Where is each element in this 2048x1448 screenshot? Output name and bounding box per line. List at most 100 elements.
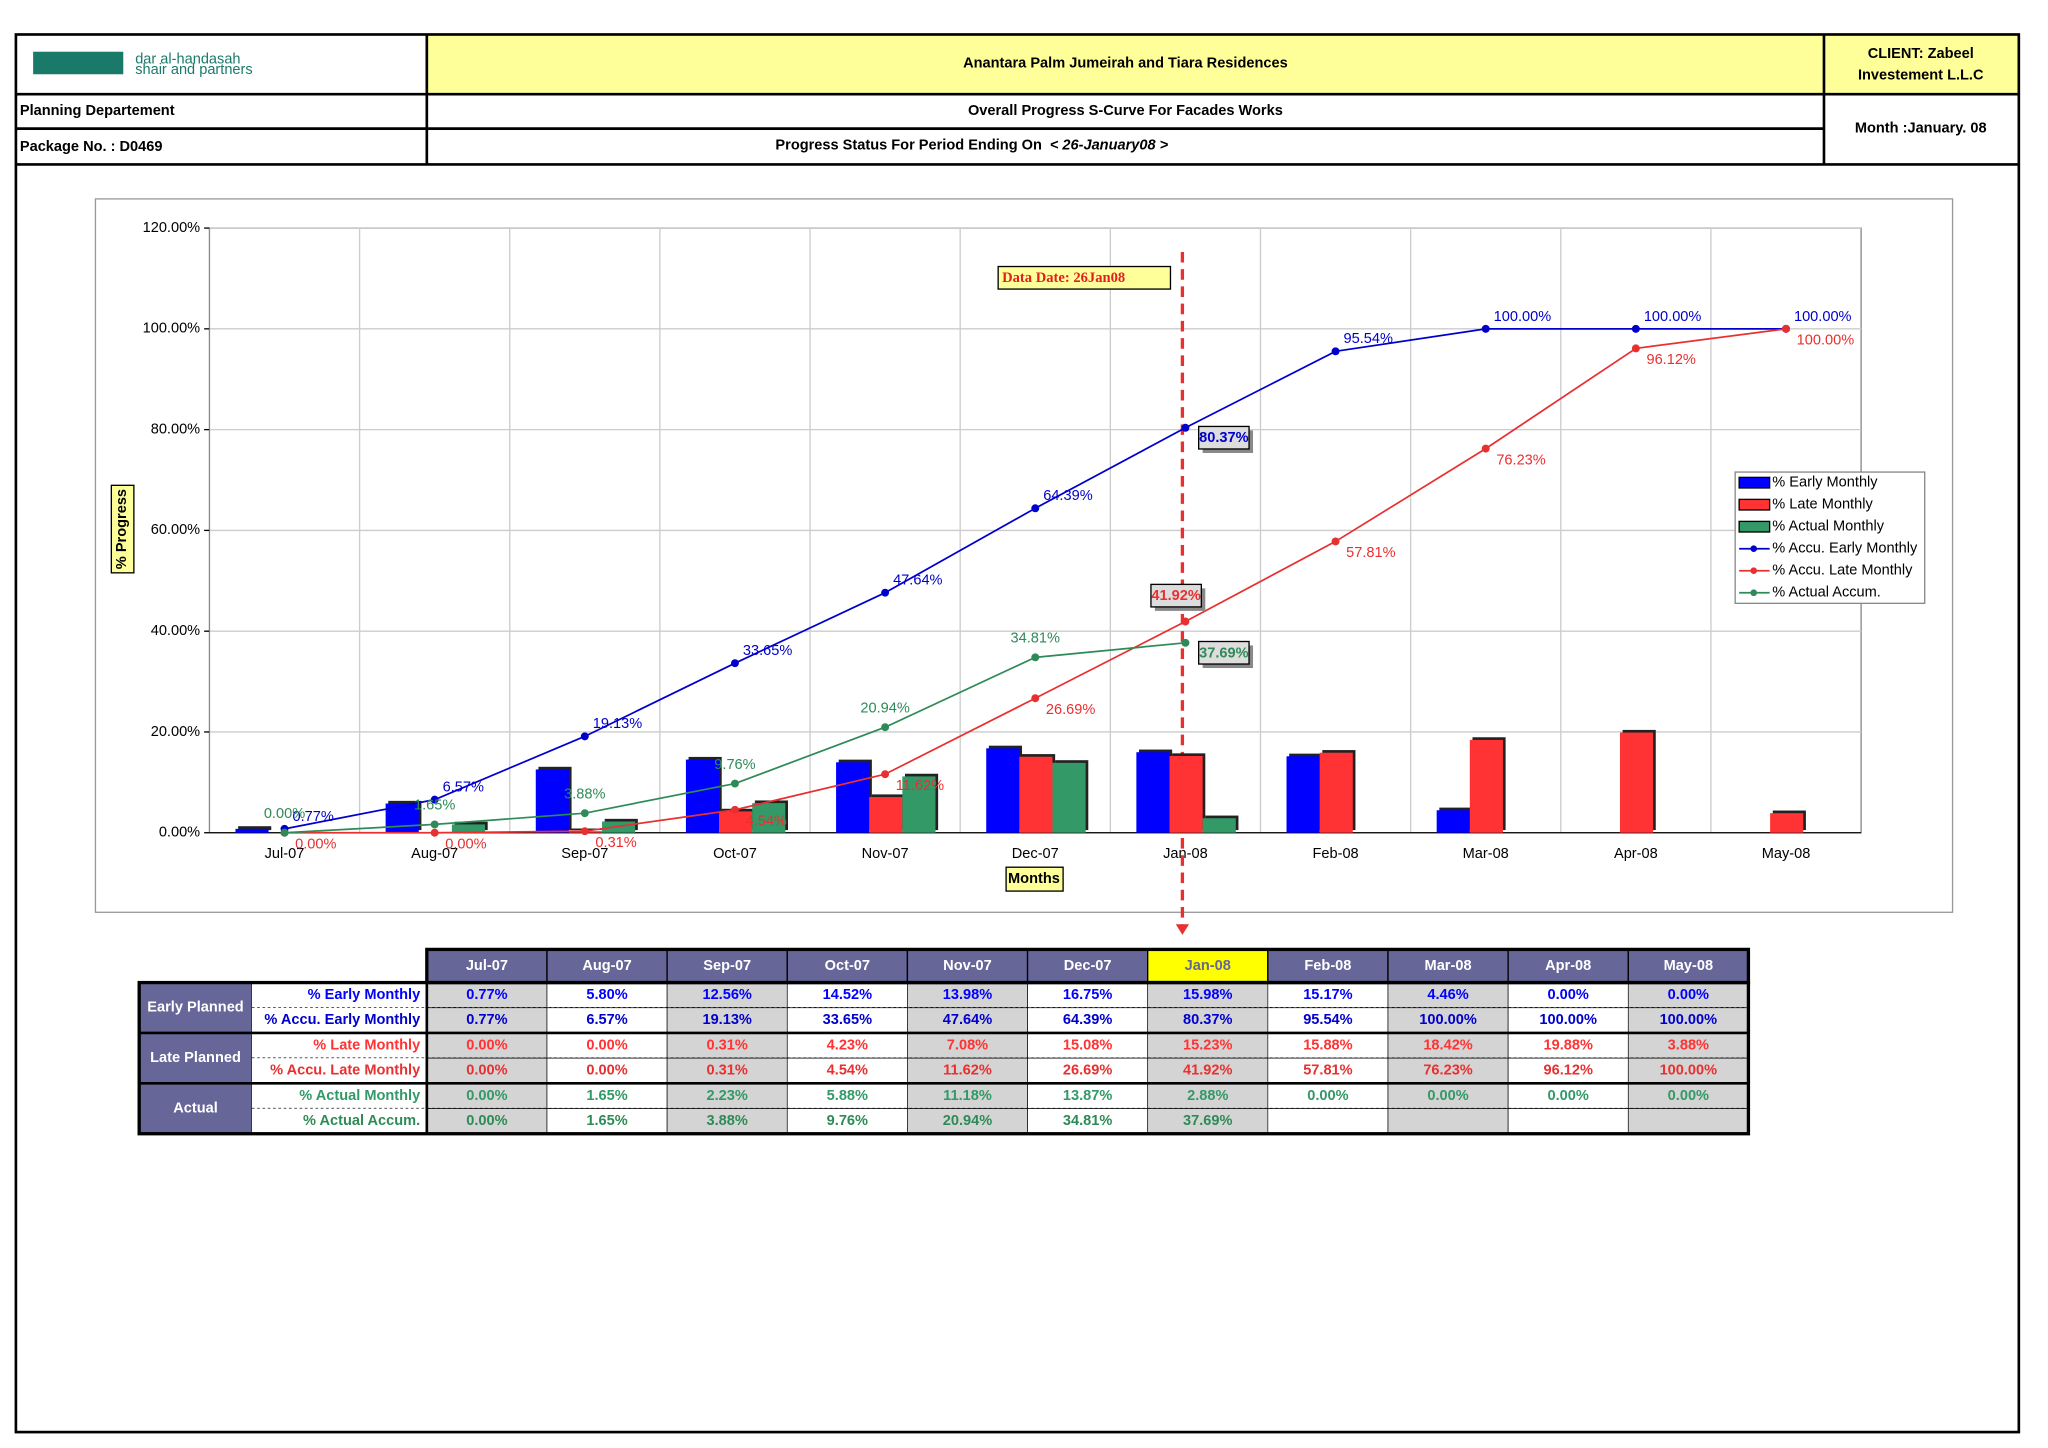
title: Anantara Palm Jumeirah and Tiara Residen… [963, 55, 1288, 71]
row-label: % Early Monthly [308, 987, 421, 1003]
table-cell [907, 1083, 1028, 1109]
table-value: 3.88% [1668, 1037, 1709, 1053]
table-cell [786, 1007, 908, 1034]
table-cell [1507, 1108, 1629, 1135]
data-label: 80.37% [1199, 430, 1248, 446]
package: Package No. : D0469 [20, 139, 163, 155]
y-axis-label: % Progress [114, 489, 130, 569]
bar [719, 811, 753, 833]
table-header: Feb-08 [1304, 958, 1351, 974]
logo-text: dar al-handasah [135, 52, 240, 68]
data-label: 100.00% [1797, 333, 1855, 349]
client: Investement L.L.C [1858, 67, 1984, 83]
table-value: 1.65% [586, 1088, 627, 1104]
client-cell [1823, 34, 2019, 95]
table-value: 3.88% [707, 1113, 748, 1129]
data-label: 0.00% [445, 837, 486, 853]
row-label: % Accu. Late Monthly [270, 1063, 421, 1079]
data-label: 95.54% [1344, 331, 1393, 347]
data-label: 4.54% [746, 814, 787, 830]
data-label: 11.62% [896, 778, 944, 794]
subtitle: Overall Progress S-Curve For Facades Wor… [968, 103, 1283, 119]
table-value: 0.00% [466, 1088, 507, 1104]
table-value: 0.00% [1307, 1088, 1348, 1104]
table-cell [426, 1108, 548, 1135]
table-value: 0.77% [466, 1012, 507, 1028]
table-value: 47.64% [943, 1012, 992, 1028]
table-value: 13.98% [943, 987, 992, 1003]
bar [1019, 756, 1053, 833]
point [1631, 324, 1640, 333]
table-value: 95.54% [1303, 1012, 1352, 1028]
table-value: 26.69% [1063, 1063, 1112, 1079]
table-value: 100.00% [1660, 1012, 1718, 1028]
label-box [1198, 425, 1250, 450]
table-value: 5.80% [586, 987, 627, 1003]
table-value: 0.00% [1548, 1088, 1589, 1104]
table-header: Oct-07 [825, 958, 870, 974]
table-value: 9.76% [827, 1113, 868, 1129]
y-tick-label: 60.00% [151, 522, 200, 538]
point [280, 828, 289, 837]
table-cell [1147, 1032, 1269, 1059]
row-label: % Accu. Early Monthly [264, 1012, 421, 1028]
y-tick-label: 120.00% [143, 220, 201, 236]
point [430, 828, 439, 837]
table-value: 20.94% [943, 1113, 992, 1129]
table-cell [1027, 982, 1149, 1009]
table-value: 13.87% [1063, 1088, 1112, 1104]
row-label: % Actual Monthly [299, 1088, 421, 1104]
data-label: 1.65% [414, 798, 455, 814]
data-date-arrow [1175, 924, 1190, 935]
point [1031, 653, 1040, 662]
table-value: 4.54% [827, 1063, 868, 1079]
bar [869, 797, 903, 833]
y-tick-label: 20.00% [151, 724, 200, 740]
label-box [1150, 583, 1202, 608]
table-value: 0.31% [707, 1063, 748, 1079]
bar [752, 803, 786, 833]
bar [1169, 755, 1203, 833]
table-cell [1267, 1083, 1389, 1109]
bar [1436, 810, 1470, 833]
table-cell [1267, 1108, 1389, 1135]
period: < 26-January08 > [1050, 138, 1169, 154]
table-value: 15.88% [1303, 1037, 1352, 1053]
point [430, 820, 439, 829]
legend-dot [1750, 545, 1758, 553]
row-label: % Late Monthly [313, 1037, 421, 1053]
table-cell [426, 1057, 548, 1084]
table-cell [786, 1032, 908, 1059]
table-cell [907, 1007, 1028, 1034]
header-grid [14, 33, 2021, 1434]
x-tick-label: Nov-07 [862, 846, 909, 862]
legend-label: % Actual Accum. [1772, 585, 1881, 601]
table-cell [1507, 1032, 1629, 1059]
client: CLIENT: Zabeel [1868, 46, 1974, 62]
table-cell [666, 1108, 788, 1135]
table-value: 0.00% [466, 1063, 507, 1079]
table-cell [786, 1083, 908, 1109]
table-cell [546, 1007, 668, 1034]
legend-label: % Accu. Late Monthly [1772, 563, 1913, 579]
chart: 0.00% 20.00% 40.00% 60.00% 80.00% 100.00% 120.… [110, 220, 1926, 935]
table-cell [1387, 1108, 1509, 1135]
table-header: Nov-07 [943, 958, 992, 974]
table-value: 80.37% [1183, 1012, 1232, 1028]
y-tick-label: 40.00% [151, 623, 200, 639]
table-value: 2.23% [707, 1088, 748, 1104]
x-tick-label: Sep-07 [561, 846, 608, 862]
legend-swatch [1738, 476, 1771, 489]
data-label: 41.92% [1151, 588, 1200, 604]
bar-shadow [238, 826, 272, 831]
x-label-box [1005, 866, 1064, 892]
table-value: 18.42% [1423, 1037, 1472, 1053]
table-value: 34.81% [1063, 1113, 1112, 1129]
table-cell [1027, 1108, 1149, 1135]
data-label: 100.00% [1644, 309, 1702, 325]
legend-swatch [1738, 498, 1771, 511]
x-tick-label: Mar-08 [1463, 846, 1509, 862]
legend-dot [1750, 567, 1758, 575]
x-tick-label: May-08 [1762, 846, 1811, 862]
